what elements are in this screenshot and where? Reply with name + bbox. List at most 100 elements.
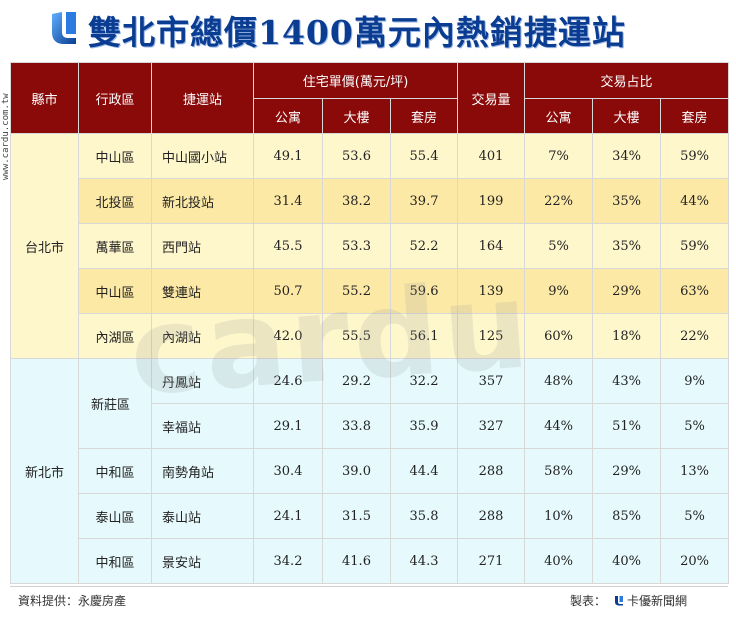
table-row: 中和區 南勢角站 30.4 39.0 44.4 288 58% 29% 13% xyxy=(11,448,730,494)
volume-cell: 125 xyxy=(457,313,526,359)
table-row: 幸福站 29.1 33.8 35.9 327 44% 51% 5% xyxy=(11,403,730,449)
table-row: 萬華區 西門站 45.5 53.3 52.2 164 5% 35% 59% xyxy=(11,223,730,269)
district-cell: 新莊區 xyxy=(78,358,152,449)
header-station: 捷運站 xyxy=(151,62,254,134)
volume-cell: 357 xyxy=(457,358,526,404)
county-cell: 新北市 xyxy=(10,358,79,584)
share-building-cell: 35% xyxy=(592,223,662,269)
header-price-building: 大樓 xyxy=(322,98,391,134)
price-suite-cell: 52.2 xyxy=(389,223,459,269)
district-cell: 泰山區 xyxy=(78,493,152,539)
maker-label: 製表： xyxy=(570,594,607,608)
page-title: 雙北市總價1400萬元內熱銷捷運站 xyxy=(88,13,626,52)
share-building-cell: 18% xyxy=(592,313,662,359)
header-price-apt: 公寓 xyxy=(253,98,323,134)
price-suite-cell: 32.2 xyxy=(389,358,459,404)
header-share-apt: 公寓 xyxy=(524,98,594,134)
header-price-suite: 套房 xyxy=(389,98,459,134)
district-cell: 中和區 xyxy=(78,448,152,494)
share-suite-cell: 44% xyxy=(660,178,730,224)
share-suite-cell: 5% xyxy=(660,493,730,539)
volume-cell: 164 xyxy=(457,223,526,269)
station-cell: 新北投站 xyxy=(151,178,254,224)
share-apt-cell: 60% xyxy=(524,313,594,359)
price-suite-cell: 44.3 xyxy=(389,538,459,584)
data-table: 縣市 行政區 捷運站 住宅單價(萬元/坪) 交易量 交易占比 公寓 大樓 套房 … xyxy=(10,62,730,584)
price-building-cell: 53.6 xyxy=(322,133,391,179)
station-cell: 丹鳳站 xyxy=(151,358,254,404)
station-cell: 中山國小站 xyxy=(151,133,254,179)
maker-name: 卡優新聞網 xyxy=(627,594,688,608)
volume-cell: 288 xyxy=(457,448,526,494)
price-apt-cell: 34.2 xyxy=(253,538,323,584)
station-cell: 雙連站 xyxy=(151,268,254,314)
share-apt-cell: 7% xyxy=(524,133,594,179)
title-bar: 雙北市總價1400萬元內熱銷捷運站 xyxy=(0,0,736,58)
share-suite-cell: 22% xyxy=(660,313,730,359)
share-building-cell: 29% xyxy=(592,448,662,494)
district-cell: 北投區 xyxy=(78,178,152,224)
price-suite-cell: 56.1 xyxy=(389,313,459,359)
header-share-building: 大樓 xyxy=(592,98,662,134)
price-suite-cell: 44.4 xyxy=(389,448,459,494)
volume-cell: 139 xyxy=(457,268,526,314)
price-apt-cell: 30.4 xyxy=(253,448,323,494)
price-apt-cell: 31.4 xyxy=(253,178,323,224)
price-apt-cell: 45.5 xyxy=(253,223,323,269)
share-suite-cell: 59% xyxy=(660,223,730,269)
share-suite-cell: 9% xyxy=(660,358,730,404)
share-suite-cell: 5% xyxy=(660,403,730,449)
maker-credit: 製表： 卡優新聞網 xyxy=(570,592,687,609)
price-suite-cell: 39.7 xyxy=(389,178,459,224)
table-row: 中和區 景安站 34.2 41.6 44.3 271 40% 40% 20% xyxy=(11,538,730,584)
volume-cell: 271 xyxy=(457,538,526,584)
price-apt-cell: 24.1 xyxy=(253,493,323,539)
price-suite-cell: 59.6 xyxy=(389,268,459,314)
station-cell: 景安站 xyxy=(151,538,254,584)
price-building-cell: 55.5 xyxy=(322,313,391,359)
price-building-cell: 39.0 xyxy=(322,448,391,494)
volume-cell: 199 xyxy=(457,178,526,224)
station-cell: 西門站 xyxy=(151,223,254,269)
share-apt-cell: 10% xyxy=(524,493,594,539)
share-apt-cell: 44% xyxy=(524,403,594,449)
price-apt-cell: 29.1 xyxy=(253,403,323,449)
header-unit-price: 住宅單價(萬元/坪) xyxy=(252,62,459,99)
volume-cell: 288 xyxy=(457,493,526,539)
district-cell: 中和區 xyxy=(78,538,152,584)
table-row: 台北市 中山區 中山國小站 49.1 53.6 55.4 401 7% 34% … xyxy=(10,133,730,359)
price-building-cell: 31.5 xyxy=(322,493,391,539)
share-suite-cell: 20% xyxy=(660,538,730,584)
station-cell: 泰山站 xyxy=(151,493,254,539)
cardu-small-logo-icon xyxy=(615,596,624,606)
table-row: 中山區 雙連站 50.7 55.2 59.6 139 9% 29% 63% xyxy=(11,268,730,314)
table-row: 北投區 新北投站 31.4 38.2 39.7 199 22% 35% 44% xyxy=(11,178,730,224)
share-building-cell: 85% xyxy=(592,493,662,539)
share-suite-cell: 63% xyxy=(660,268,730,314)
county-cell: 台北市 xyxy=(10,133,79,359)
price-apt-cell: 24.6 xyxy=(253,358,323,404)
header-county: 縣市 xyxy=(10,62,79,134)
station-cell: 南勢角站 xyxy=(151,448,254,494)
share-apt-cell: 58% xyxy=(524,448,594,494)
header-share-suite: 套房 xyxy=(660,98,730,134)
share-suite-cell: 13% xyxy=(660,448,730,494)
source-credit: 資料提供：永慶房產 xyxy=(18,594,127,608)
price-building-cell: 38.2 xyxy=(322,178,391,224)
price-building-cell: 33.8 xyxy=(322,403,391,449)
share-building-cell: 35% xyxy=(592,178,662,224)
share-building-cell: 29% xyxy=(592,268,662,314)
volume-cell: 327 xyxy=(457,403,526,449)
header-share: 交易占比 xyxy=(524,62,730,99)
price-building-cell: 53.3 xyxy=(322,223,391,269)
price-apt-cell: 50.7 xyxy=(253,268,323,314)
station-cell: 內湖站 xyxy=(151,313,254,359)
footer-divider xyxy=(10,586,728,587)
district-cell: 內湖區 xyxy=(78,313,152,359)
header-district: 行政區 xyxy=(78,62,152,134)
table-row: 新北市 新莊區 丹鳳站 24.6 29.2 32.2 357 48% 43% 9… xyxy=(10,358,730,584)
share-building-cell: 43% xyxy=(592,358,662,404)
share-building-cell: 34% xyxy=(592,133,662,179)
price-suite-cell: 35.9 xyxy=(389,403,459,449)
district-cell: 萬華區 xyxy=(78,223,152,269)
